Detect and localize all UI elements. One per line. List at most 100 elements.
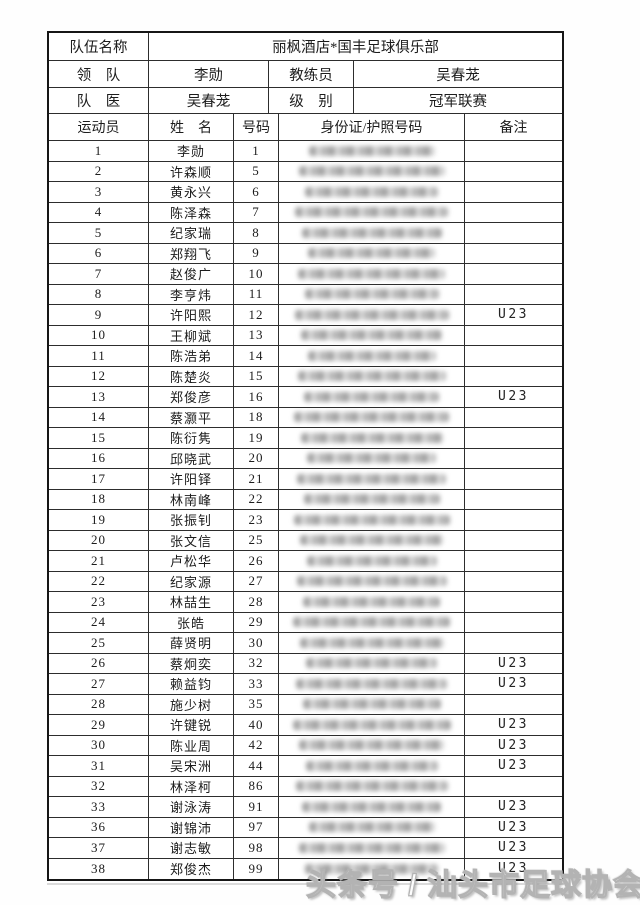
table-row: 27 赖益钧 33 U23 [49,674,562,695]
blurred-id-redaction [307,350,436,361]
player-id-cell [279,448,465,468]
player-remark-cell [465,285,562,305]
player-number-cell: 42 [234,735,279,755]
table-row: 28 施少树 35 [49,694,562,715]
table-row: 2 许森顺 5 [49,161,562,182]
table-row: 10 王柳斌 13 [49,325,562,346]
player-id-cell [279,694,465,714]
player-remark-cell [465,551,562,571]
player-seq-cell: 4 [49,202,149,222]
player-id-cell [279,469,465,489]
col-header-athlete: 运动员 [49,114,149,140]
player-name-cell: 谢泳涛 [149,797,234,817]
player-id-cell [279,633,465,653]
player-seq-cell: 3 [49,182,149,202]
doctor-level-row: 队 医 吴春茏 级 别 冠军联赛 [49,88,562,114]
player-id-cell [279,756,465,776]
level-name: 冠军联赛 [429,94,487,110]
column-header-row: 运动员 姓 名 号码 身份证/护照号码 备注 [49,114,562,141]
player-remark-cell [465,613,562,633]
blurred-id-redaction [307,453,436,464]
player-seq-cell: 8 [49,284,149,304]
blurred-id-redaction [308,145,435,156]
player-id-cell [279,510,465,530]
player-seq-cell: 17 [49,469,149,489]
player-remark-cell [465,469,562,489]
player-remark-cell [465,326,562,346]
player-id-cell [279,489,465,509]
blurred-id-redaction [300,432,443,443]
player-id-cell [279,571,465,591]
player-name-cell: 卢松华 [149,551,234,571]
blurred-id-redaction [298,166,445,177]
player-name-cell: 林喆生 [149,592,234,612]
player-name-cell: 蔡炯奕 [149,653,234,673]
blurred-id-redaction [303,494,440,505]
blurred-id-redaction [308,822,435,833]
player-name-cell: 林泽柯 [149,776,234,796]
player-number-cell: 1 [234,141,279,161]
player-id-cell [279,592,465,612]
player-remark-cell [465,777,562,797]
player-seq-cell: 16 [49,448,149,468]
player-name-cell: 陈泽森 [149,202,234,222]
player-seq-cell: 10 [49,325,149,345]
player-id-cell [279,182,465,202]
col-header-id: 身份证/护照号码 [279,114,465,140]
player-name-cell: 陈浩弟 [149,346,234,366]
doctor-name: 吴春茏 [149,88,269,113]
watermark: 头条号 / 汕头市足球协会 [305,868,640,902]
player-seq-cell: 30 [49,735,149,755]
blurred-id-redaction [295,207,448,218]
player-id-cell [279,366,465,386]
player-name-cell: 施少树 [149,694,234,714]
player-name-cell: 许阳铎 [149,469,234,489]
player-seq-cell: 14 [49,407,149,427]
player-number-cell: 86 [234,776,279,796]
player-name-cell: 赵俊广 [149,264,234,284]
blurred-id-redaction [293,617,450,628]
player-number-cell: 40 [234,715,279,735]
player-number-cell: 14 [234,346,279,366]
player-name-cell: 许键锐 [149,715,234,735]
player-seq-cell: 15 [49,428,149,448]
player-remark-cell: U23 [498,389,529,405]
player-id-cell [279,735,465,755]
player-id-cell [279,202,465,222]
player-remark-cell [465,510,562,530]
table-row: 9 许阳熙 12 U23 [49,305,562,326]
table-row: 33 谢泳涛 91 U23 [49,797,562,818]
table-row: 16 邱晓武 20 [49,448,562,469]
blurred-id-redaction [298,268,445,279]
player-name-cell: 林南峰 [149,489,234,509]
player-number-cell: 6 [234,182,279,202]
player-seq-cell: 5 [49,223,149,243]
player-id-cell [279,284,465,304]
player-remark-cell [465,264,562,284]
player-seq-cell: 11 [49,346,149,366]
player-name-cell: 郑俊杰 [149,858,234,879]
player-id-cell [279,346,465,366]
col-header-name: 姓 名 [149,114,234,140]
player-number-cell: 11 [234,284,279,304]
player-remark-cell: U23 [498,737,529,753]
blurred-id-redaction [306,555,437,566]
table-row: 38 郑俊杰 99 U23 [49,858,562,879]
blurred-id-redaction [298,842,445,853]
player-number-cell: 16 [234,387,279,407]
player-number-cell: 29 [234,612,279,632]
player-seq-cell: 23 [49,592,149,612]
player-seq-cell: 37 [49,838,149,858]
player-name-cell: 谢志敏 [149,838,234,858]
table-row: 8 李亨炜 11 [49,284,562,305]
blurred-id-redaction [305,863,438,874]
blurred-id-redaction [308,248,435,259]
player-id-cell [279,223,465,243]
player-remark-cell: U23 [498,717,529,733]
player-seq-cell: 19 [49,510,149,530]
player-remark-cell [465,531,562,551]
player-number-cell: 28 [234,592,279,612]
coach-name: 吴春茏 [436,67,480,84]
table-row: 21 卢松华 26 [49,551,562,572]
blurred-id-redaction [293,514,450,525]
